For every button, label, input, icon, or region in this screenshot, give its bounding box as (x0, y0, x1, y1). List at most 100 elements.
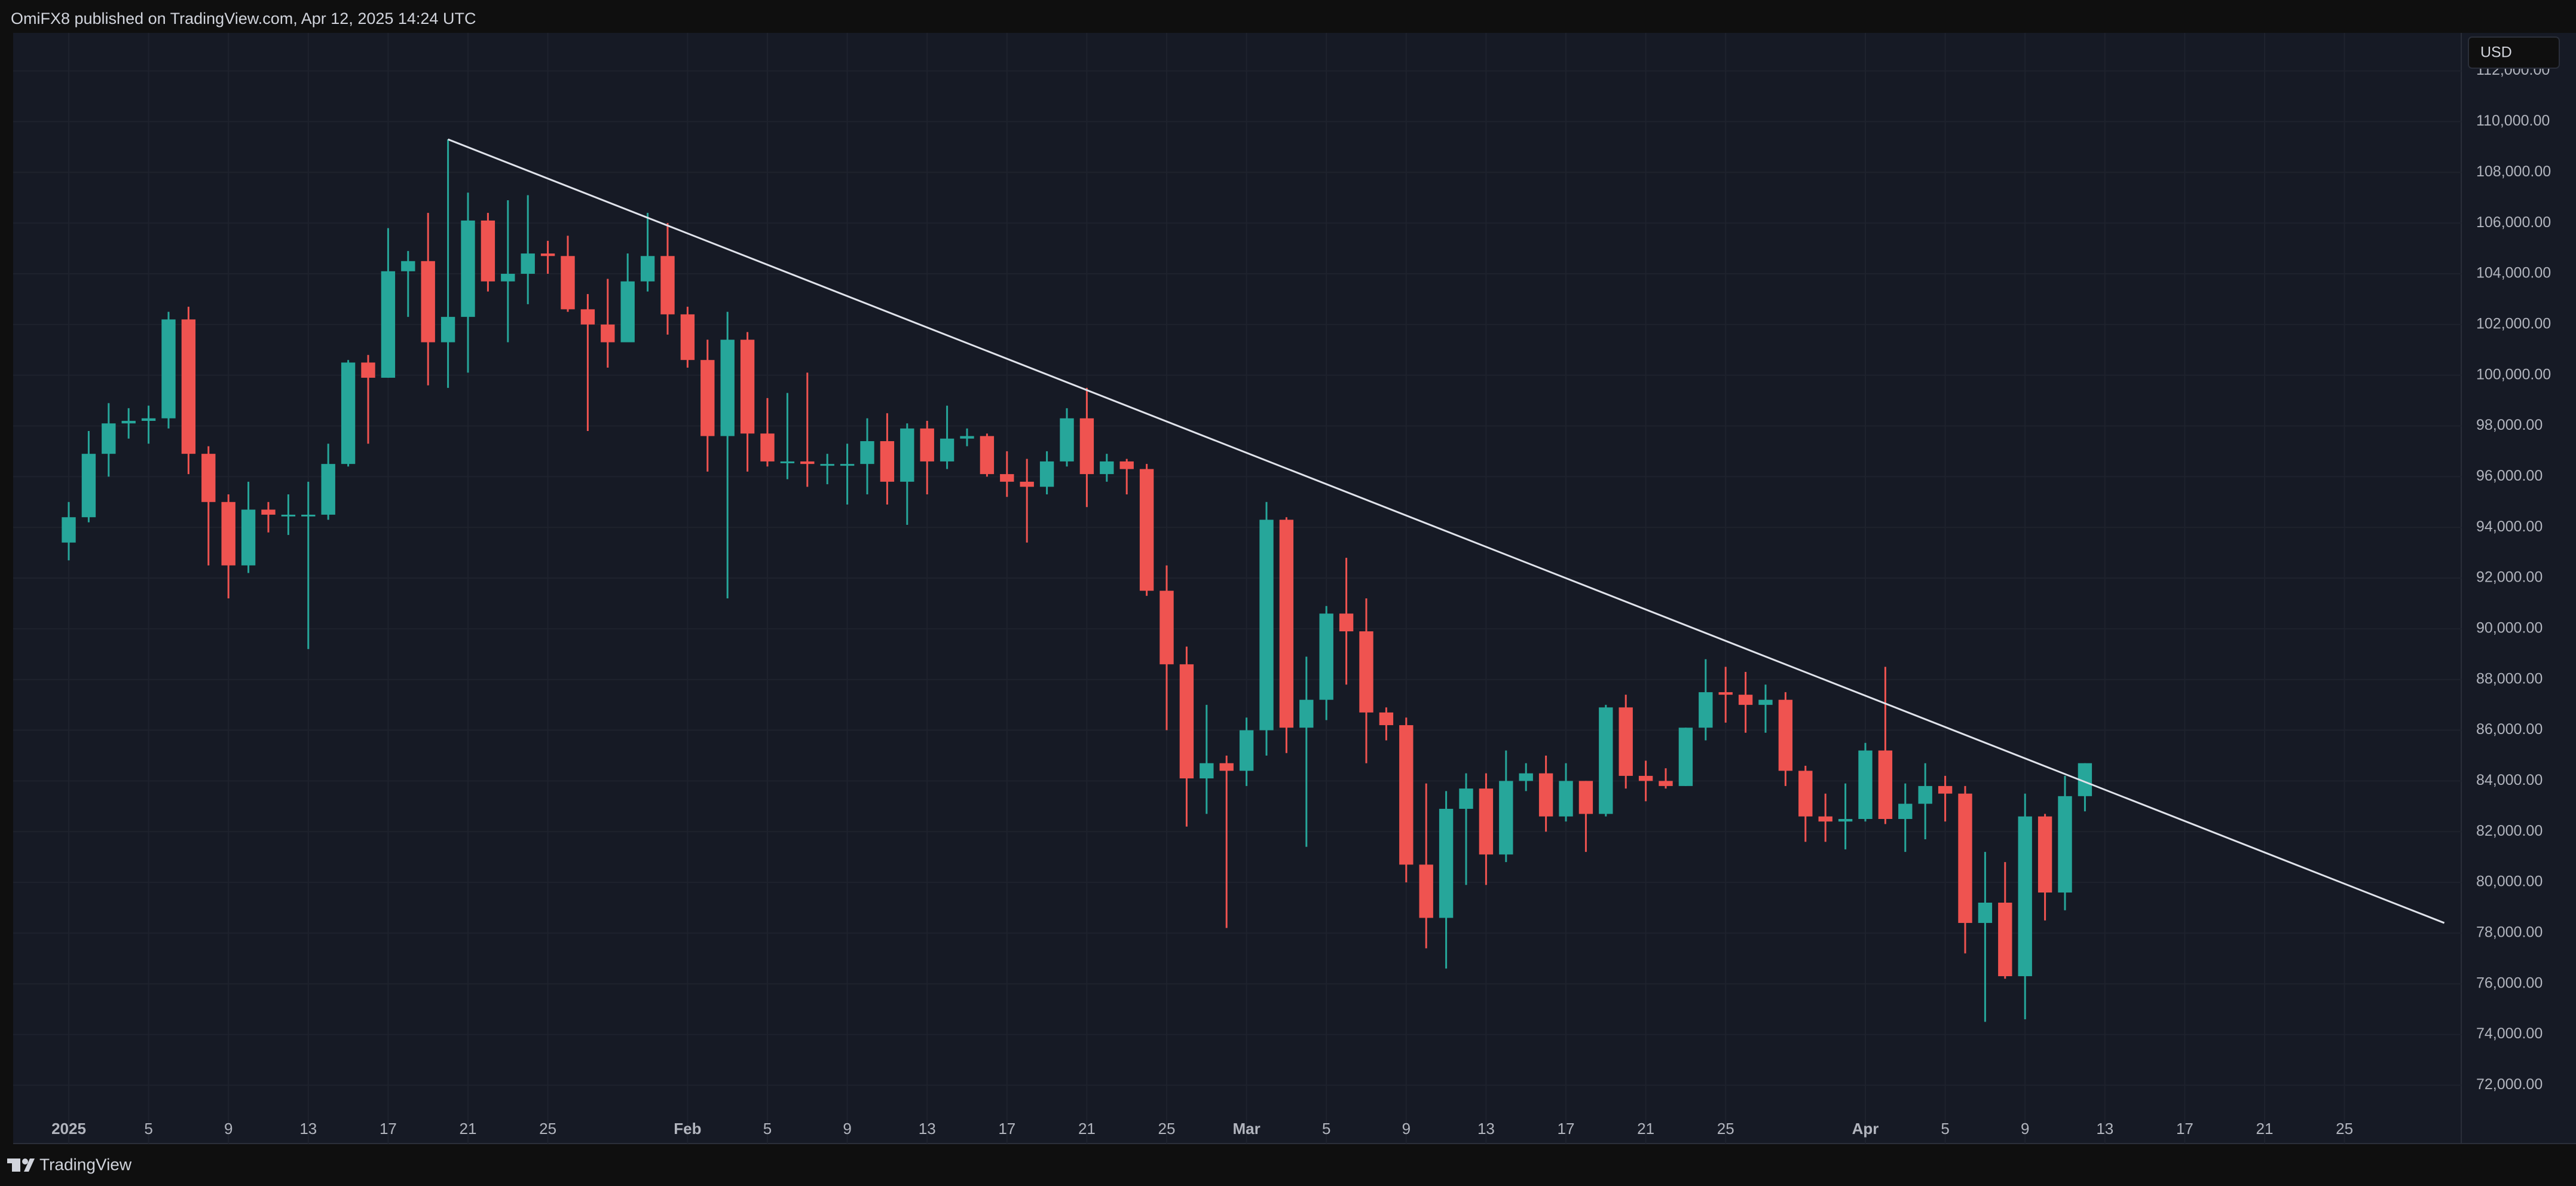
x-tick-label: 17 (2176, 1120, 2193, 1138)
candle-body (1399, 725, 1414, 865)
x-tick-label: Mar (1232, 1120, 1260, 1138)
candle-body (640, 256, 655, 282)
candle-body (281, 514, 296, 516)
candle-body (1219, 763, 1234, 771)
y-tick-label: 80,000.00 (2476, 873, 2543, 890)
y-tick-label: 106,000.00 (2476, 214, 2551, 231)
candle-body (221, 502, 235, 566)
candle-body (620, 281, 635, 343)
x-tick-label: 17 (998, 1120, 1015, 1138)
x-tick-label: 25 (539, 1120, 556, 1138)
y-tick-label: 110,000.00 (2476, 112, 2550, 129)
x-tick-label: 21 (460, 1120, 477, 1138)
candle-body (1778, 699, 1793, 771)
y-tick-label: 76,000.00 (2476, 974, 2543, 991)
candle-body (440, 317, 455, 343)
y-tick-label: 78,000.00 (2476, 924, 2543, 941)
candle-body (62, 517, 76, 543)
grid (13, 33, 2461, 1144)
candle-body (1798, 771, 1813, 817)
candle-body (141, 418, 156, 421)
x-tick-label: 25 (1158, 1120, 1176, 1138)
candle-body (1119, 461, 1134, 469)
candle-body (1599, 707, 1613, 814)
candle-body (1359, 631, 1373, 713)
candle-body (81, 454, 96, 518)
candle-body (1479, 788, 1494, 855)
candle-body (1279, 519, 1294, 728)
candle-body (421, 261, 435, 343)
candle-body (1179, 664, 1194, 779)
currency-box (2468, 36, 2560, 69)
candle-body (1519, 773, 1533, 781)
candle-body (1419, 864, 1433, 918)
candle-body (2037, 816, 2052, 893)
x-tick-label: 17 (1558, 1120, 1575, 1138)
candle-body (1659, 781, 1673, 786)
candle-body (601, 324, 615, 343)
candle-body (820, 464, 834, 466)
candle-body (1339, 613, 1354, 632)
y-tick-label: 100,000.00 (2476, 366, 2551, 383)
candle-body (1638, 775, 1653, 781)
candle-body (201, 454, 216, 502)
price-axis (2461, 33, 2576, 1144)
candle-body (1898, 803, 1913, 820)
candle-body (1439, 809, 1454, 918)
candle-body (1678, 728, 1693, 786)
candle-body (720, 340, 735, 436)
candle-body (780, 461, 795, 463)
axes: 72,000.00 74,000.00 76,000.00 78,000.00 80,0… (51, 62, 2551, 1138)
candle-body (561, 256, 575, 310)
candle-body (680, 314, 695, 360)
plot-area (13, 33, 2461, 1144)
x-tick-label: 17 (380, 1120, 397, 1138)
candle-body (1619, 707, 1633, 776)
candle-body (1039, 461, 1054, 487)
candle-body (341, 362, 356, 464)
y-tick-label: 90,000.00 (2476, 619, 2543, 636)
y-tick-label: 92,000.00 (2476, 569, 2543, 586)
y-tick-label: 84,000.00 (2476, 772, 2543, 788)
candle-body (1738, 695, 1753, 705)
x-tick-label: 13 (919, 1120, 936, 1138)
candle-body (102, 423, 116, 454)
candle-body (1159, 591, 1174, 665)
candle-body (800, 461, 815, 464)
candle-body (1499, 781, 1513, 855)
x-tick-label: 13 (2096, 1120, 2113, 1138)
candle-body (121, 421, 136, 424)
candle-body (1379, 712, 1394, 726)
candle-body (261, 509, 276, 515)
candle-body (1020, 481, 1034, 487)
x-tick-label: Feb (674, 1120, 701, 1138)
candle-body (900, 428, 914, 482)
x-tick-label: 9 (843, 1120, 851, 1138)
candles (62, 138, 2445, 1022)
x-tick-label: 25 (2336, 1120, 2353, 1138)
candle-body (241, 509, 256, 566)
candle-body (1538, 773, 1553, 817)
candle-body (940, 438, 954, 461)
y-tick-label: 98,000.00 (2476, 417, 2543, 433)
candle-body (740, 340, 755, 434)
y-tick-label: 72,000.00 (2476, 1076, 2543, 1093)
candle-body (1998, 903, 2012, 977)
y-tick-label: 86,000.00 (2476, 721, 2543, 738)
candle-body (1578, 781, 1593, 814)
candle-body (401, 261, 415, 271)
candle-body (1060, 418, 1074, 461)
candle-body (1918, 785, 1932, 804)
candle-body (1758, 699, 1773, 705)
x-tick-label: 9 (224, 1120, 232, 1138)
candle-body (361, 362, 375, 378)
candle-body (1958, 793, 1972, 923)
candle-body (2078, 763, 2092, 796)
candle-body (1699, 692, 1713, 728)
x-tick-label: Apr (1852, 1120, 1879, 1138)
candle-body (2058, 796, 2072, 893)
candle-body (1858, 750, 1873, 820)
candle-body (880, 441, 895, 482)
candle-body (660, 256, 675, 314)
candle-body (1878, 750, 1893, 820)
